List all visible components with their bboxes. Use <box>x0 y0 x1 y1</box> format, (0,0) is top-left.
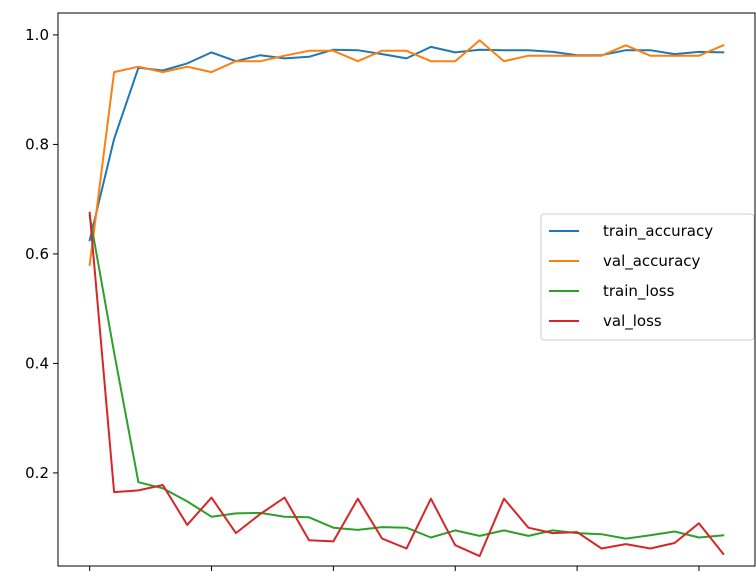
legend-label-val-accuracy: val_accuracy <box>603 252 701 271</box>
legend-label-train-loss: train_loss <box>603 282 675 301</box>
y-tick-label: 0.6 <box>25 245 49 263</box>
legend: train_accuracy val_accuracy train_loss val_… <box>541 214 754 340</box>
legend-label-train-accuracy: train_accuracy <box>603 222 713 241</box>
y-tick-label: 0.8 <box>25 135 49 153</box>
y-tick-label: 1.0 <box>25 26 49 44</box>
y-tick-label: 0.4 <box>25 354 49 372</box>
y-tick-label: 0.2 <box>25 464 49 482</box>
legend-label-val-loss: val_loss <box>603 312 662 331</box>
